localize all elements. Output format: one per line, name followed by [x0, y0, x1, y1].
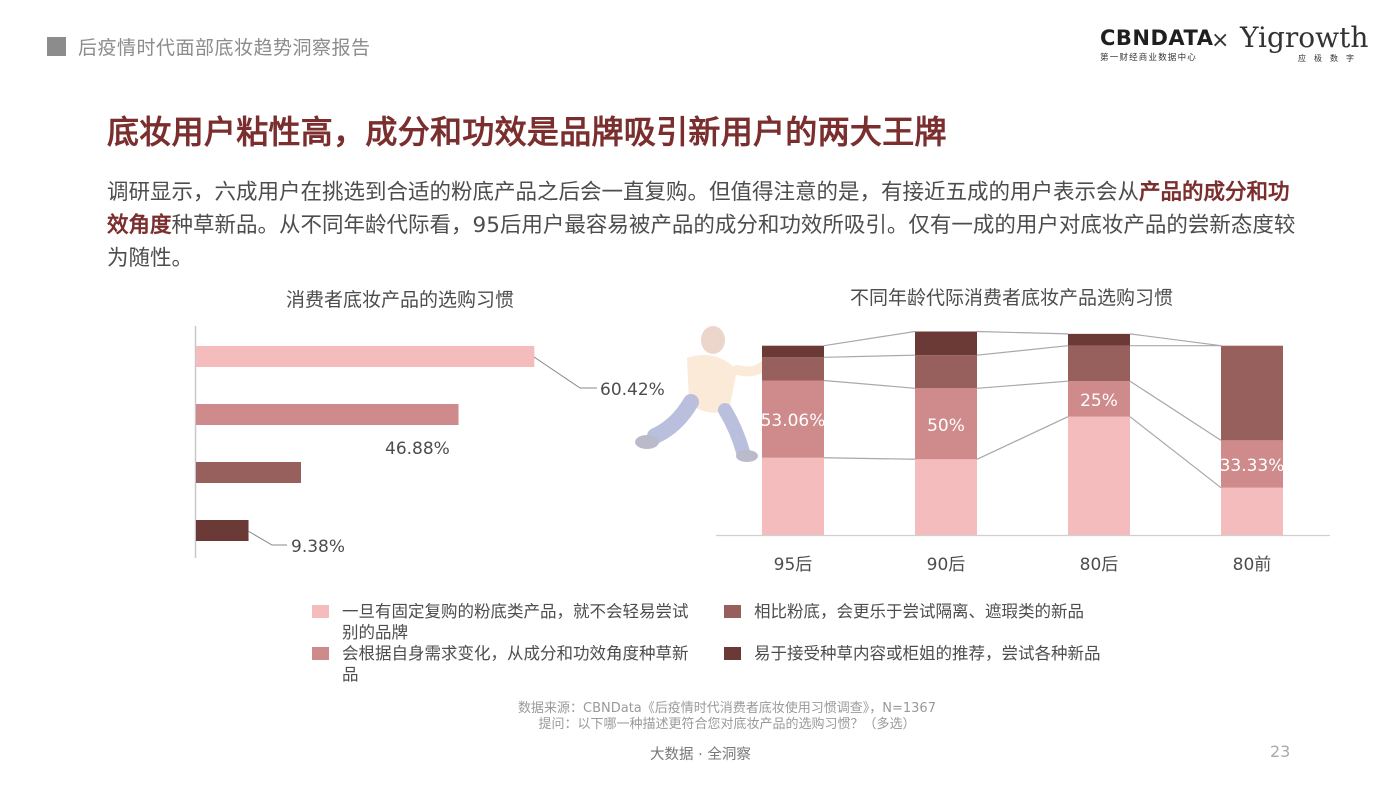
- chart2-data-label: 50%: [927, 416, 965, 436]
- page-title: 底妆用户粘性高，成分和功效是品牌吸引新用户的两大王牌: [107, 113, 947, 151]
- chart1-bar: [196, 520, 249, 541]
- chart2-data-label: 25%: [1080, 391, 1118, 411]
- intro-text-b: 种草新品。从不同年龄代际看，95后用户最容易被产品的成分和功效所吸引。仅有一成的…: [107, 213, 1296, 271]
- chart2-bar-segment: [1068, 333, 1130, 346]
- chart2-bar-segment: [1068, 416, 1130, 535]
- chart2-title: 不同年龄代际消费者底妆产品选购习惯: [850, 287, 1174, 309]
- logo-separator: ×: [1211, 28, 1230, 53]
- chart2-bar-segment: [1221, 487, 1283, 535]
- chart1-bar: [196, 346, 535, 367]
- survey-question-line: 提问：以下哪一种描述更符合您对底妆产品的选购习惯？（多选）: [538, 717, 916, 732]
- cbndata-logo-subtitle: 第一财经商业数据中心: [1100, 53, 1198, 63]
- data-source-line: 数据来源：CBNData《后疫情时代消费者底妆使用习惯调查》，N=1367: [518, 701, 936, 716]
- chart2-bar-segment: [1221, 345, 1283, 441]
- page-number: 23: [1270, 742, 1291, 761]
- legend-swatch-4: [724, 647, 741, 660]
- yigrowth-logo-subtitle: 应极数字: [1298, 54, 1362, 63]
- chart2-bar-segment: [762, 457, 824, 535]
- legend-label-1: 一旦有固定复购的粉底类产品，就不会轻易尝试别的品牌: [342, 602, 689, 642]
- chart1-data-label: 46.88%: [385, 439, 450, 459]
- chart2-x-tick: 80后: [1080, 555, 1119, 575]
- data-source: 数据来源：CBNData《后疫情时代消费者底妆使用习惯调查》，N=1367 提问…: [0, 701, 1400, 733]
- chart1-title: 消费者底妆产品的选购习惯: [286, 289, 515, 311]
- chart2-connector-line: [1129, 416, 1222, 489]
- chart1-data-label: 60.42%: [600, 380, 665, 400]
- chart2-bar-segment: [762, 357, 824, 381]
- legend-swatch-2: [724, 605, 741, 618]
- chart2-connector-line: [1129, 333, 1222, 347]
- chart2-bar-segment: [762, 345, 824, 358]
- chart2-data-label: 53.06%: [761, 411, 826, 431]
- chart2-bar-segment: [915, 459, 977, 535]
- chart1-leader-line: [247, 530, 287, 546]
- legend-swatch-1: [312, 605, 329, 618]
- chart1-leader-line: [533, 356, 597, 389]
- chart2-bar-segment: [915, 388, 977, 460]
- report-title: 后疫情时代面部底妆趋势洞察报告: [78, 37, 371, 59]
- legend-label-4: 易于接受种草内容或柜姐的推荐，尝试各种新品: [754, 644, 1101, 663]
- intro-text-bold: 产品的成分和功效角度: [107, 180, 1290, 238]
- chart2-connector-line: [1129, 380, 1222, 441]
- cbndata-logo: CBNDATA: [1100, 26, 1214, 50]
- chart2-x-tick: 80前: [1233, 555, 1272, 575]
- legend-swatch-3: [312, 647, 329, 660]
- chart2-connector-line: [823, 379, 916, 389]
- chart2-bar-segment: [1221, 440, 1283, 488]
- chart2-bar-segment: [762, 380, 824, 458]
- chart2-connector-line: [976, 416, 1069, 460]
- footer-slogan: 大数据 · 全洞察: [650, 747, 751, 763]
- chart2-connector-line: [823, 354, 916, 358]
- chart1-bar: [196, 404, 459, 425]
- intro-paragraph: 调研显示，六成用户在挑选到合适的粉底产品之后会一直复购。但值得注意的是，有接近五…: [107, 176, 1307, 275]
- yigrowth-logo: Yigrowth: [1240, 21, 1369, 54]
- legend-label-2: 相比粉底，会更乐于尝试隔离、遮瑕类的新品: [754, 602, 1084, 621]
- intro-text-a: 调研显示，六成用户在挑选到合适的粉底产品之后会一直复购。但值得注意的是，有接近五…: [107, 180, 1140, 205]
- chart2-bar-segment: [915, 355, 977, 389]
- chart2-connector-line: [823, 457, 916, 460]
- header-square-icon: [47, 37, 66, 56]
- running-person-illustration: [635, 326, 768, 462]
- chart2-bar-segment: [915, 331, 977, 356]
- chart2-data-label: 33.33%: [1220, 456, 1285, 476]
- chart2-x-tick: 90后: [927, 555, 966, 575]
- chart2-bar-segment: [1068, 345, 1130, 382]
- chart1-bar: [196, 462, 301, 483]
- chart2-connector-line: [976, 330, 1069, 335]
- chart1-data-label: 9.38%: [291, 537, 345, 557]
- chart2-x-tick: 95后: [774, 555, 813, 575]
- chart2-bar-segment: [1068, 381, 1130, 417]
- chart2-connector-line: [976, 380, 1069, 389]
- legend-label-3: 会根据自身需求变化，从成分和功效角度种草新品: [342, 644, 689, 684]
- chart2-connector-line: [976, 345, 1069, 356]
- chart2-connector-line: [823, 330, 916, 347]
